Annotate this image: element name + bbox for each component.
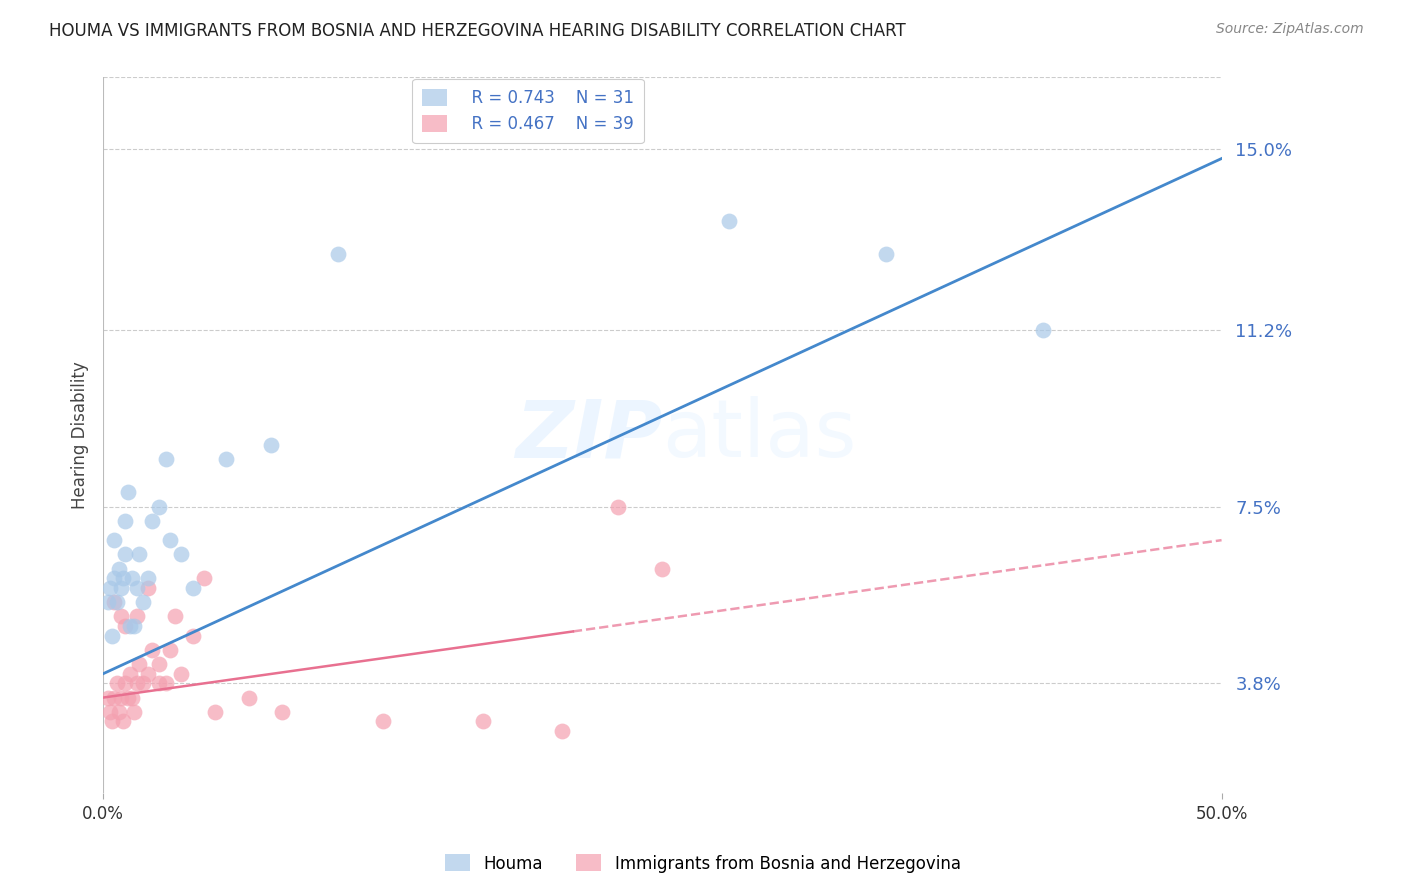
Point xyxy=(651,562,673,576)
Point xyxy=(159,533,181,548)
Point xyxy=(204,705,226,719)
Point xyxy=(371,714,394,729)
Point xyxy=(132,595,155,609)
Point xyxy=(159,643,181,657)
Point xyxy=(271,705,294,719)
Point xyxy=(105,676,128,690)
Point xyxy=(141,514,163,528)
Point xyxy=(121,571,143,585)
Point xyxy=(155,676,177,690)
Text: HOUMA VS IMMIGRANTS FROM BOSNIA AND HERZEGOVINA HEARING DISABILITY CORRELATION C: HOUMA VS IMMIGRANTS FROM BOSNIA AND HERZ… xyxy=(49,22,905,40)
Point xyxy=(148,676,170,690)
Point xyxy=(103,690,125,705)
Point xyxy=(148,500,170,514)
Point xyxy=(128,548,150,562)
Point xyxy=(148,657,170,672)
Point xyxy=(875,247,897,261)
Legend: Houma, Immigrants from Bosnia and Herzegovina: Houma, Immigrants from Bosnia and Herzeg… xyxy=(439,847,967,880)
Point xyxy=(117,690,139,705)
Point xyxy=(136,571,159,585)
Point xyxy=(114,514,136,528)
Point xyxy=(98,705,121,719)
Point xyxy=(472,714,495,729)
Point xyxy=(163,609,186,624)
Point xyxy=(114,676,136,690)
Point xyxy=(125,609,148,624)
Point xyxy=(101,714,124,729)
Point xyxy=(97,595,120,609)
Text: Source: ZipAtlas.com: Source: ZipAtlas.com xyxy=(1216,22,1364,37)
Point xyxy=(128,657,150,672)
Point xyxy=(114,548,136,562)
Point xyxy=(107,562,129,576)
Text: atlas: atlas xyxy=(662,396,856,475)
Point xyxy=(215,452,238,467)
Point xyxy=(125,676,148,690)
Point xyxy=(110,609,132,624)
Point xyxy=(101,629,124,643)
Point xyxy=(105,595,128,609)
Point xyxy=(238,690,260,705)
Point xyxy=(110,690,132,705)
Point xyxy=(97,690,120,705)
Point xyxy=(136,581,159,595)
Point xyxy=(103,533,125,548)
Point xyxy=(112,714,135,729)
Point xyxy=(117,485,139,500)
Point xyxy=(124,705,146,719)
Point xyxy=(193,571,215,585)
Point xyxy=(170,548,193,562)
Point xyxy=(136,666,159,681)
Y-axis label: Hearing Disability: Hearing Disability xyxy=(72,361,89,509)
Point xyxy=(170,666,193,681)
Point xyxy=(118,619,141,633)
Point xyxy=(112,571,135,585)
Text: ZIP: ZIP xyxy=(515,396,662,475)
Point xyxy=(181,629,204,643)
Legend:   R = 0.743    N = 31,   R = 0.467    N = 39: R = 0.743 N = 31, R = 0.467 N = 39 xyxy=(412,78,644,144)
Point xyxy=(718,213,741,227)
Point xyxy=(121,690,143,705)
Point xyxy=(326,247,349,261)
Point xyxy=(103,571,125,585)
Point xyxy=(114,619,136,633)
Point xyxy=(155,452,177,467)
Point xyxy=(181,581,204,595)
Point xyxy=(606,500,628,514)
Point xyxy=(118,666,141,681)
Point xyxy=(1032,323,1054,337)
Point xyxy=(550,723,572,738)
Point xyxy=(125,581,148,595)
Point xyxy=(141,643,163,657)
Point xyxy=(103,595,125,609)
Point xyxy=(107,705,129,719)
Point xyxy=(124,619,146,633)
Point xyxy=(132,676,155,690)
Point xyxy=(260,438,283,452)
Point xyxy=(110,581,132,595)
Point xyxy=(98,581,121,595)
